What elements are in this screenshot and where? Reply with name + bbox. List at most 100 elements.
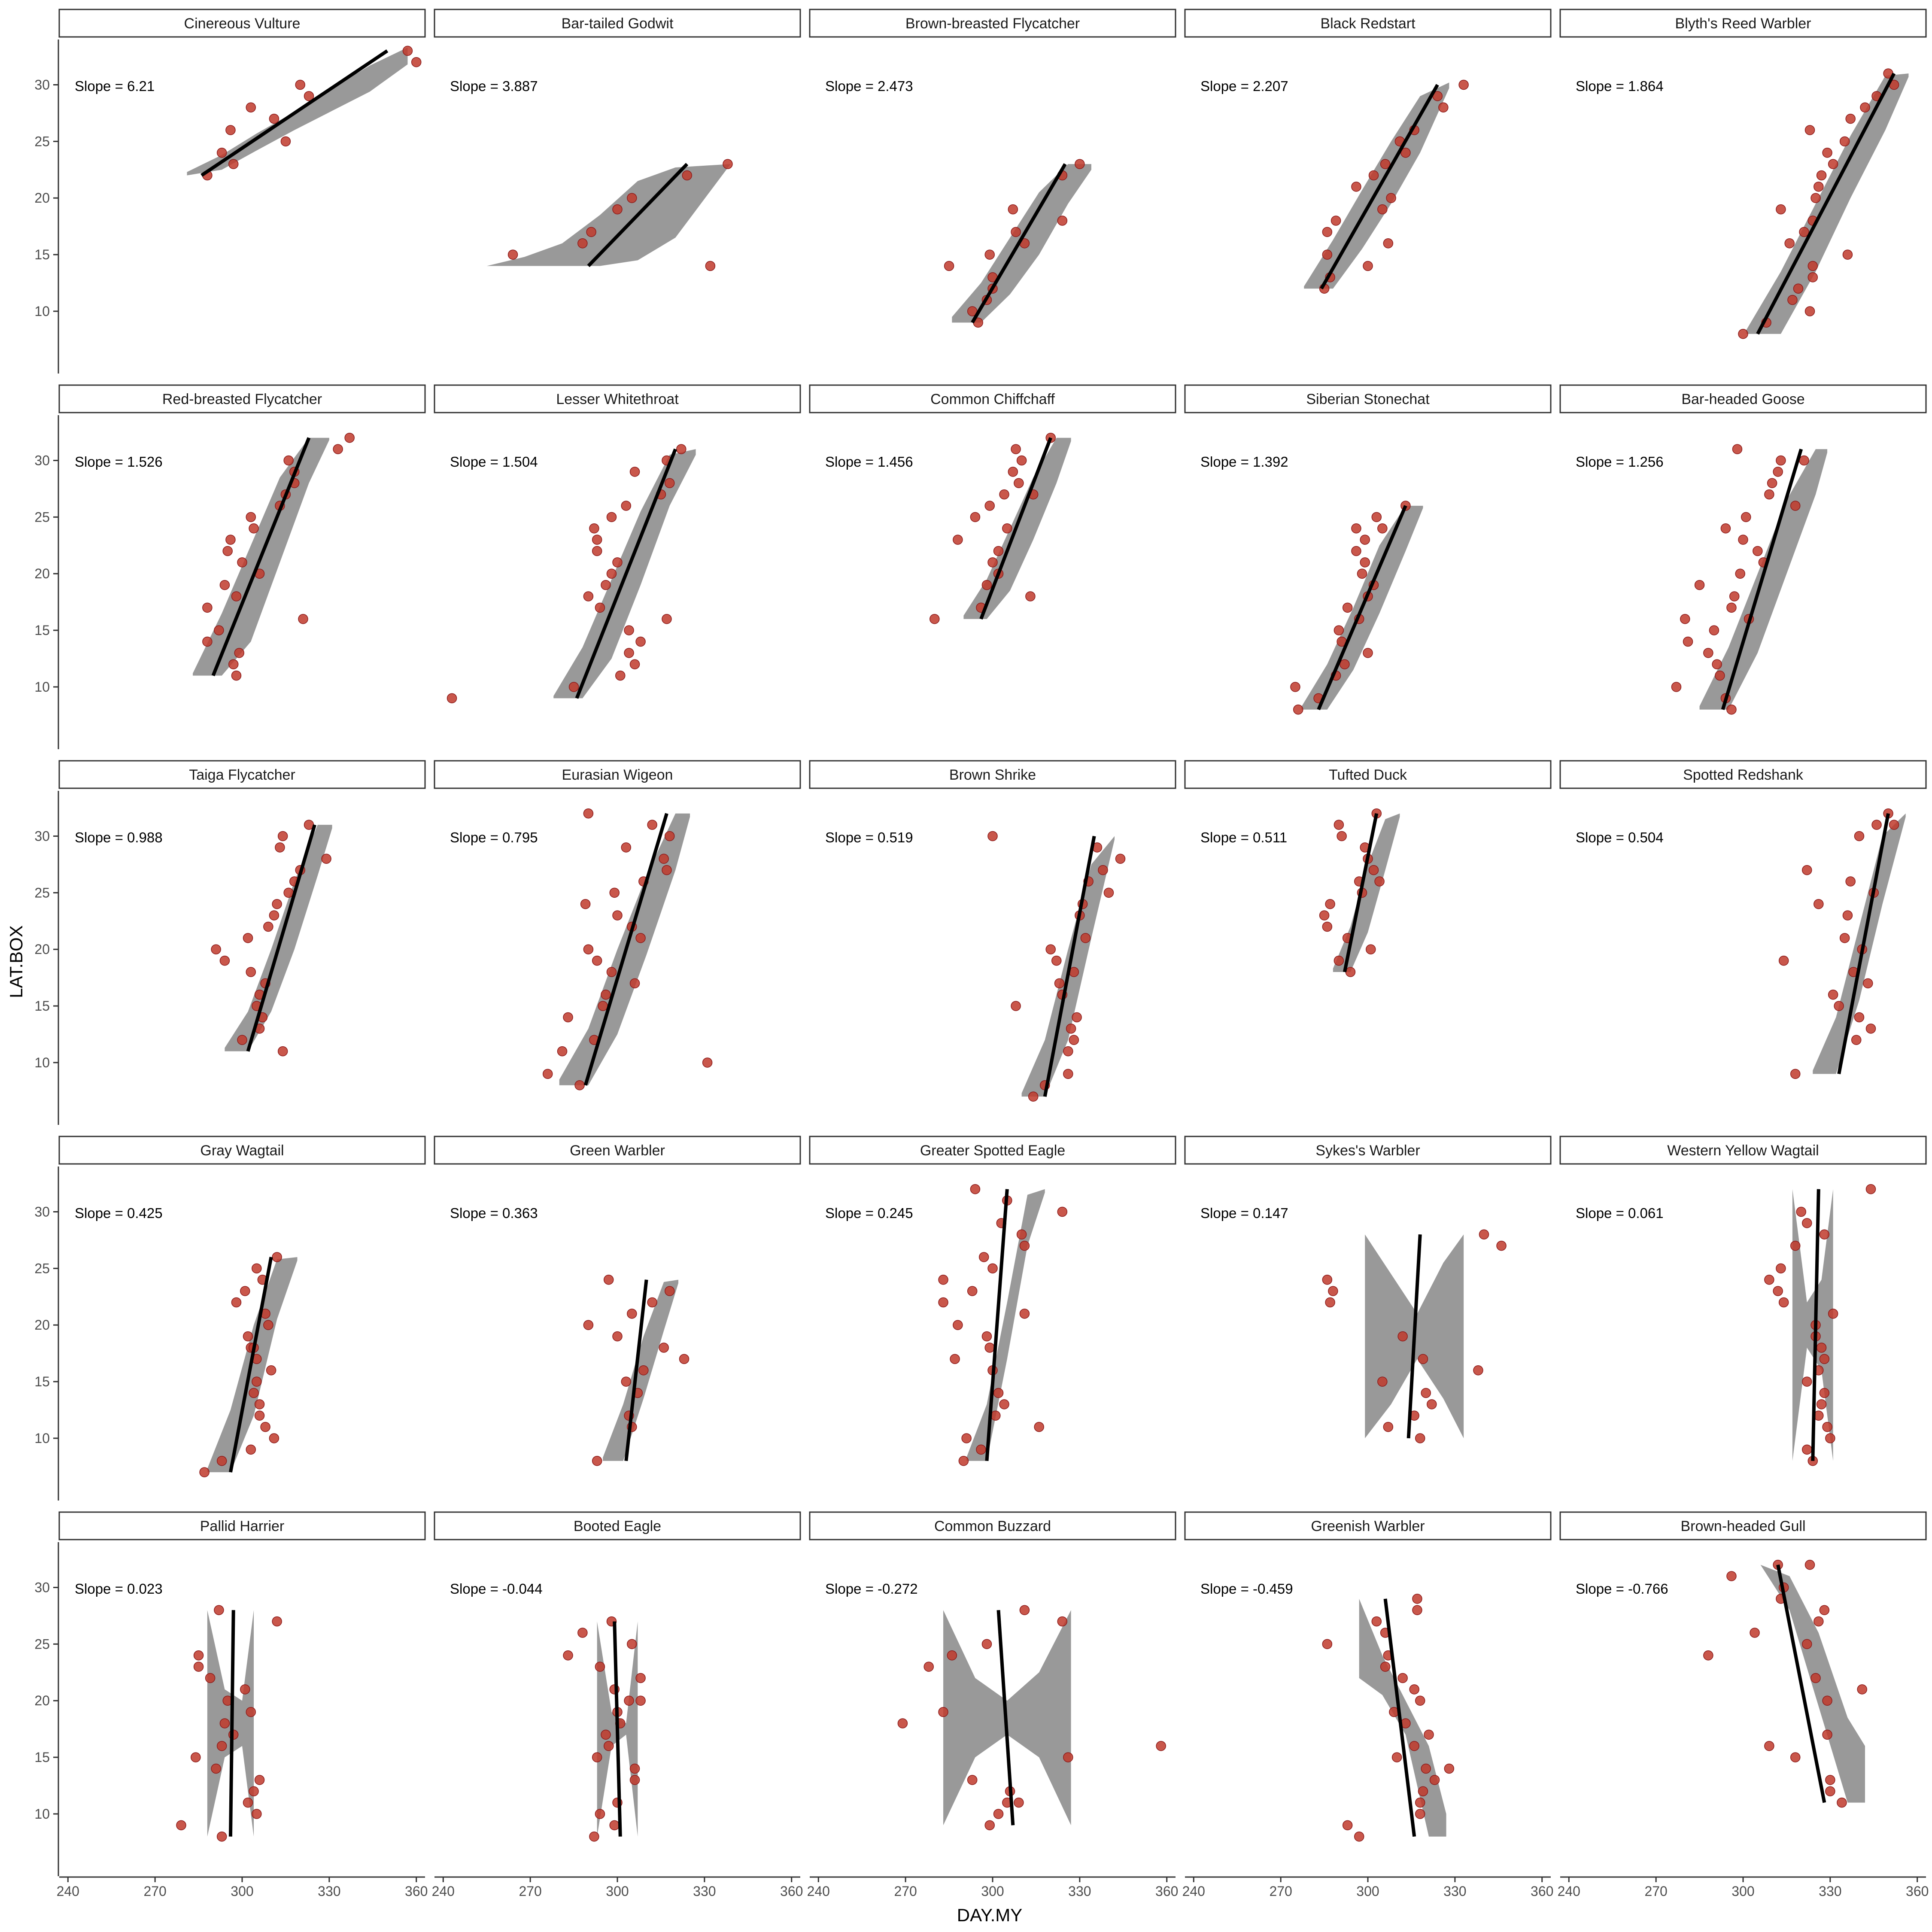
data-point [1822, 1422, 1832, 1432]
data-point [621, 1376, 632, 1387]
facet-strip [58, 1136, 426, 1165]
data-point [1807, 272, 1818, 283]
data-point [595, 1662, 605, 1672]
slope-label: Slope = 1.526 [75, 454, 163, 470]
slope-label: Slope = 0.425 [75, 1205, 163, 1221]
data-point [193, 1650, 204, 1661]
data-point [1767, 478, 1777, 488]
data-point [237, 557, 247, 568]
confidence-band [486, 164, 731, 266]
data-point [1814, 899, 1824, 909]
data-point [246, 1707, 256, 1717]
data-point [1703, 648, 1713, 658]
data-point [243, 933, 253, 943]
data-point [1738, 535, 1748, 545]
data-point [1828, 159, 1838, 169]
data-point [1014, 1797, 1024, 1808]
data-point [219, 955, 230, 966]
data-point [1816, 170, 1827, 181]
data-point [1400, 147, 1411, 158]
data-point [1828, 1309, 1838, 1319]
data-point [984, 249, 995, 260]
data-point [1098, 865, 1108, 875]
data-point [1839, 136, 1850, 147]
data-point [953, 1320, 963, 1330]
y-tick-label: 15 [34, 623, 50, 638]
data-point [609, 887, 620, 898]
data-point [586, 227, 596, 237]
facet-panel: Booted Eagle Slope = -0.044 240 270 300 330 36… [432, 1511, 803, 1899]
y-tick-label: 15 [34, 1750, 50, 1765]
data-point [1712, 659, 1722, 669]
data-point [1363, 648, 1373, 658]
data-point [1328, 1286, 1338, 1296]
fit-line [979, 437, 1052, 620]
data-point [1019, 1240, 1030, 1251]
data-point [280, 136, 291, 147]
data-point [1409, 1684, 1419, 1695]
data-point [1810, 193, 1821, 203]
data-point [1473, 1365, 1483, 1376]
data-point [981, 1639, 992, 1649]
x-tick-label: 240 [1182, 1883, 1205, 1899]
facet-title: Eurasian Wigeon [562, 767, 673, 783]
data-point [993, 1809, 1004, 1819]
data-point [601, 989, 611, 1000]
data-point [1828, 989, 1838, 1000]
x-tick-label: 270 [143, 1883, 166, 1899]
confidence-band [1760, 1564, 1865, 1803]
facet-title: Booted Eagle [574, 1518, 661, 1534]
data-point [574, 1080, 585, 1091]
facet-title: Taiga Flycatcher [189, 767, 295, 783]
data-point [1726, 1571, 1737, 1581]
data-point [1865, 1024, 1876, 1034]
data-point [627, 193, 637, 203]
data-point [1683, 636, 1693, 647]
data-point [237, 1035, 247, 1045]
y-tick-label: 25 [34, 1261, 50, 1276]
data-point [1363, 261, 1373, 271]
data-point [1063, 1069, 1073, 1079]
x-tick-label: 330 [693, 1883, 716, 1899]
data-point [1366, 944, 1376, 954]
facet-strip [809, 760, 1176, 789]
data-point [211, 944, 221, 954]
x-tick-label: 270 [519, 1883, 541, 1899]
y-tick-label: 30 [34, 453, 50, 468]
data-point [563, 1650, 573, 1661]
data-point [228, 659, 239, 669]
data-point [216, 1455, 227, 1466]
data-point [246, 102, 256, 112]
data-point [1842, 910, 1853, 920]
data-point [1016, 455, 1027, 466]
data-point [283, 455, 294, 466]
fit-line [613, 1621, 622, 1837]
y-axis-title: LAT.BOX [6, 925, 26, 998]
data-point [1045, 944, 1056, 954]
data-point [679, 1354, 690, 1364]
slope-label: Slope = 0.795 [450, 829, 538, 845]
data-point [629, 1763, 640, 1774]
fit-line [985, 1189, 1009, 1461]
data-point [961, 1433, 972, 1443]
facet-title: Red-breasted Flycatcher [162, 391, 322, 407]
y-tick-label: 15 [34, 247, 50, 262]
data-point [1334, 820, 1344, 830]
data-point [612, 204, 623, 215]
data-point [272, 1252, 282, 1262]
data-point [1851, 1035, 1862, 1045]
data-point [1741, 512, 1751, 522]
data-point [1750, 1628, 1760, 1638]
facet-strip [434, 760, 801, 789]
data-point [272, 899, 282, 909]
data-point [1726, 602, 1737, 613]
data-point [1415, 1809, 1425, 1819]
slope-label: Slope = 1.256 [1576, 454, 1664, 470]
data-point [1342, 602, 1353, 613]
data-point [1421, 1388, 1431, 1398]
data-point [1028, 1091, 1039, 1102]
slope-label: Slope = 0.519 [825, 829, 913, 845]
data-point [254, 1775, 265, 1785]
data-point [1368, 170, 1379, 181]
data-point [583, 1320, 594, 1330]
